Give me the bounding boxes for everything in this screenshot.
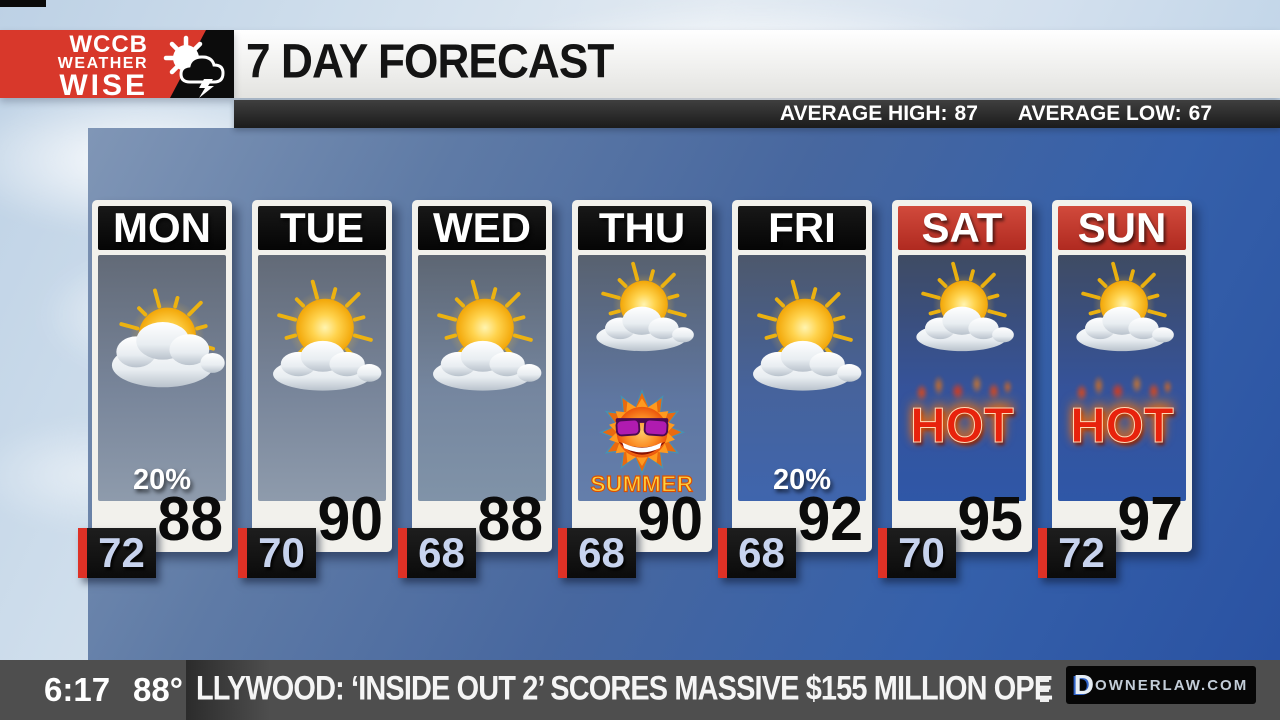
forecast-icon-area [258, 255, 386, 501]
average-low-label: AVERAGE LOW: [1017, 102, 1182, 125]
forecast-card-sat: SAT HOT 95 70 [878, 200, 1032, 578]
sun-cloud-icon [431, 274, 542, 391]
forecast-card-mon: MON 20% 88 72 [78, 200, 232, 578]
day-header: MON [98, 204, 226, 251]
day-header: TUE [258, 204, 386, 251]
low-temp: 68 [738, 529, 785, 576]
low-temp-box: 72 [1038, 528, 1116, 578]
day-name: SAT [921, 204, 1003, 251]
sun-cloud-icon [111, 283, 225, 390]
day-name: TUE [280, 204, 364, 251]
station-logo-text: WCCB WEATHER WISE [58, 33, 148, 101]
station-logo: WCCB WEATHER WISE [0, 30, 234, 101]
logo-line3: WISE [59, 69, 148, 102]
forecast-cards: MON 20% 88 72 TUE 90 70 [78, 200, 1192, 578]
average-high-value: 87 [954, 102, 978, 125]
high-temp: 90 [637, 485, 703, 555]
day-name: SUN [1077, 204, 1167, 251]
top-edge-sliver [0, 0, 46, 7]
high-temp: 95 [957, 485, 1023, 555]
weather-icon [258, 259, 386, 447]
day-name: THU [598, 204, 686, 251]
forecast-icon-area: 20% [738, 255, 866, 501]
forecast-card-wed: WED 88 68 [398, 200, 552, 578]
low-temp-box: 68 [718, 528, 796, 578]
day-header: SUN [1058, 204, 1186, 251]
average-high: AVERAGE HIGH: 87 [780, 102, 978, 126]
sun-storm-cloud-lightning-icon [163, 30, 234, 98]
sun-cloud-icon [271, 274, 382, 391]
forecast-card-fri: FRI 20% 92 68 [718, 200, 872, 578]
day-name: WED [433, 204, 531, 251]
low-temp: 70 [258, 529, 305, 576]
low-temp: 68 [578, 529, 625, 576]
hot-label: HOT [910, 399, 1014, 453]
weather-icon [1058, 259, 1186, 389]
day-name: FRI [768, 204, 836, 251]
weather-icon [418, 259, 546, 447]
sun-cloud-icon [596, 260, 694, 352]
logo-line2: WEATHER [57, 55, 148, 72]
day-name: MON [113, 204, 211, 251]
page-title: 7 DAY FORECAST [246, 35, 614, 89]
sun-cloud-icon [751, 274, 862, 391]
weather-icon [898, 259, 1026, 389]
low-temp-box: 70 [878, 528, 956, 578]
day-header: FRI [738, 204, 866, 251]
average-high-label: AVERAGE HIGH: [779, 102, 948, 125]
low-temp: 68 [418, 529, 465, 576]
weather-icon [578, 259, 706, 389]
high-temp: 92 [797, 485, 863, 555]
low-temp: 72 [98, 529, 145, 576]
sponsor-logo: D ownerLaw.com [1066, 666, 1256, 704]
ticker-partial-letter [1040, 677, 1049, 702]
weather-icon [98, 259, 226, 447]
summer-sun-face-icon: SUMMER [590, 389, 694, 497]
precip-chance: 20% [132, 464, 192, 496]
logo-line1: WCCB [69, 31, 148, 58]
sun-cloud-icon [916, 260, 1014, 352]
precip-chance: 20% [772, 464, 832, 496]
forecast-icon-area: HOT [1058, 255, 1186, 501]
weather-icon [738, 259, 866, 447]
forecast-icon-area: HOT [898, 255, 1026, 501]
average-low: AVERAGE LOW: 67 [1018, 102, 1212, 126]
high-temp: 88 [477, 485, 543, 555]
average-low-value: 67 [1188, 102, 1212, 125]
day-header: SAT [898, 204, 1026, 251]
low-temp-box: 72 [78, 528, 156, 578]
current-temperature: 88° [133, 671, 183, 708]
day-header: THU [578, 204, 706, 251]
forecast-card-thu: THU SUMMER 90 68 [558, 200, 712, 578]
forecast-icon-area: SUMMER [578, 255, 706, 501]
low-temp-box: 68 [558, 528, 636, 578]
low-temp: 70 [898, 529, 945, 576]
high-temp: 97 [1117, 485, 1183, 555]
low-temp: 72 [1058, 529, 1105, 576]
forecast-card-tue: TUE 90 70 [238, 200, 392, 578]
forecast-card-sun: SUN HOT 97 72 [1038, 200, 1192, 578]
low-temp-box: 68 [398, 528, 476, 578]
ticker-headline: LLYWOOD: ‘INSIDE OUT 2’ SCORES MASSIVE $… [196, 669, 1053, 708]
clock-time: 6:17 [44, 671, 111, 708]
sun-cloud-icon [1076, 260, 1174, 352]
high-temp: 88 [157, 485, 223, 555]
day-header: WED [418, 204, 546, 251]
low-temp-box: 70 [238, 528, 316, 578]
forecast-icon-area: 20% [98, 255, 226, 501]
sponsor-name: ownerLaw.com [1095, 676, 1249, 694]
forecast-icon-area [418, 255, 546, 501]
news-ticker: 6:17 88° LLYWOOD: ‘INSIDE OUT 2’ SCORES … [0, 660, 1280, 720]
ticker-fade-gradient [186, 660, 270, 720]
averages-bar: AVERAGE HIGH: 87 AVERAGE LOW: 67 [234, 100, 1280, 128]
high-temp: 90 [317, 485, 383, 555]
title-bar: 7 DAY FORECAST [234, 30, 1280, 98]
sponsor-initial: D [1073, 669, 1095, 700]
hot-label: HOT [1070, 399, 1174, 453]
